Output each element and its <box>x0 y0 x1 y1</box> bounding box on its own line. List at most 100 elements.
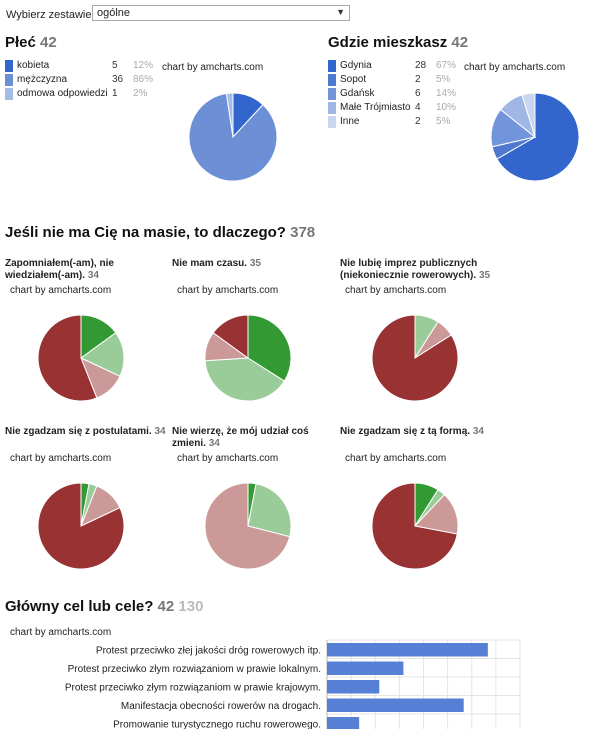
goal-count: 42 <box>157 598 175 615</box>
bar[interactable] <box>327 661 404 676</box>
why-chart-2-title: Nie mam czasu. 35 <box>172 258 332 270</box>
place-legend: Gdynia 28 67% Sopot 2 5% Gdańsk 6 14% Ma… <box>328 60 468 132</box>
legend-item[interactable]: kobieta 5 12% <box>5 60 165 73</box>
report-select-value: ogólne <box>97 7 131 19</box>
bar[interactable] <box>327 643 488 657</box>
why-chart-title-line: (niekoniecznie rowerowych). <box>340 270 477 281</box>
legend-item[interactable]: mężczyzna 36 86% <box>5 74 165 87</box>
place-pie-chart <box>490 92 580 182</box>
pie-slice[interactable] <box>371 314 459 402</box>
place-chart-credit[interactable]: chart by amcharts.com <box>464 62 566 73</box>
why-pie-chart-6 <box>371 482 459 570</box>
legend-percent: 86% <box>133 74 154 85</box>
why-chart-title-line: zmieni. <box>172 438 206 449</box>
why-title-text: Jeśli nie ma Cię na masie, to dlaczego? <box>5 224 286 241</box>
gender-chart-credit[interactable]: chart by amcharts.com <box>162 62 264 73</box>
goal-count-total: 130 <box>178 598 204 615</box>
legend-value: 1 <box>112 88 118 99</box>
legend-label: Gdańsk <box>340 88 375 99</box>
legend-value: 4 <box>415 102 421 113</box>
why-chart-4-credit[interactable]: chart by amcharts.com <box>10 453 112 464</box>
why-chart-6-credit[interactable]: chart by amcharts.com <box>345 453 447 464</box>
legend-label: kobieta <box>17 60 50 71</box>
place-count: 42 <box>451 34 469 51</box>
legend-percent: 14% <box>436 88 457 99</box>
legend-swatch <box>5 74 13 86</box>
bar-category-label: Protest przeciwko złym rozwiązaniom w pr… <box>65 682 321 693</box>
legend-item[interactable]: Inne 2 5% <box>328 116 468 129</box>
pie-slice[interactable] <box>80 332 125 377</box>
why-pie-chart-2 <box>204 314 292 402</box>
report-select-label: Wybierz zestawienie <box>6 9 107 21</box>
why-chart-6-title: Nie zgadzam się z tą formą. 34 <box>340 426 520 438</box>
legend-label: Gdynia <box>340 60 372 71</box>
legend-swatch <box>328 116 336 128</box>
pie-slice[interactable] <box>204 482 291 570</box>
why-chart-4-title: Nie zgadzam się z postulatami. 34 <box>5 426 170 438</box>
legend-swatch <box>328 60 336 72</box>
bar[interactable] <box>327 698 464 713</box>
why-pie-chart-5 <box>204 482 292 570</box>
legend-label: Inne <box>340 116 360 127</box>
pie-slice[interactable] <box>37 314 98 402</box>
pie-slice[interactable] <box>247 483 292 538</box>
gender-title: Płeć 42 <box>5 34 57 51</box>
why-count: 378 <box>290 224 316 241</box>
legend-value: 28 <box>415 60 427 71</box>
pie-slice[interactable] <box>225 92 234 138</box>
legend-swatch <box>5 88 13 100</box>
legend-item[interactable]: Sopot 2 5% <box>328 74 468 87</box>
legend-percent: 67% <box>436 60 457 71</box>
report-select[interactable]: ogólne ▼ <box>92 5 350 21</box>
why-chart-count: 34 <box>208 438 220 449</box>
bar[interactable] <box>327 717 360 729</box>
pie-slice[interactable] <box>212 314 249 359</box>
legend-value: 6 <box>415 88 421 99</box>
pie-slice[interactable] <box>371 482 458 570</box>
legend-value: 2 <box>415 116 421 127</box>
pie-slice[interactable] <box>521 92 536 138</box>
goal-title: Główny cel lub cele? 42 130 <box>5 598 203 615</box>
legend-label: odmowa odpowiedzi <box>17 88 108 99</box>
pie-slice[interactable] <box>496 92 580 182</box>
why-chart-3-credit[interactable]: chart by amcharts.com <box>345 285 447 296</box>
bar-category-label: Manifestacja obecności rowerów na drogac… <box>121 701 321 712</box>
goal-title-text: Główny cel lub cele? <box>5 598 154 615</box>
legend-label: Sopot <box>340 74 367 85</box>
legend-percent: 5% <box>436 116 451 127</box>
legend-item[interactable]: Gdańsk 6 14% <box>328 88 468 101</box>
bar-category-label: Promowanie turystycznego ruchu roweroweg… <box>113 719 321 729</box>
place-title-text: Gdzie mieszkasz <box>328 34 448 51</box>
legend-percent: 2% <box>133 88 148 99</box>
legend-percent: 10% <box>436 102 457 113</box>
legend-item[interactable]: Małe Trójmiasto 4 10% <box>328 102 468 115</box>
why-chart-title-line: Nie zgadzam się z postulatami. <box>5 426 152 437</box>
why-chart-3-title: Nie lubię imprez publicznych (niekoniecz… <box>340 258 520 282</box>
legend-label: Małe Trójmiasto <box>340 102 411 113</box>
bar-category-label: Protest przeciwko złej jakości dróg rowe… <box>96 645 321 656</box>
pie-slice[interactable] <box>204 357 285 402</box>
bar[interactable] <box>327 680 380 694</box>
why-chart-2-credit[interactable]: chart by amcharts.com <box>177 285 279 296</box>
why-chart-count: 35 <box>249 258 261 269</box>
legend-swatch <box>328 102 336 114</box>
gender-legend: kobieta 5 12% mężczyzna 36 86% odmowa od… <box>5 60 165 104</box>
why-chart-title-line: wiedziałem(-am). <box>5 270 86 281</box>
why-chart-5-title: Nie wierzę, że mój udział coś zmieni. 34 <box>172 426 332 450</box>
legend-item[interactable]: Gdynia 28 67% <box>328 60 468 73</box>
goal-bar-chart: Protest przeciwko złej jakości dróg rowe… <box>65 639 521 729</box>
legend-label: mężczyzna <box>17 74 68 85</box>
why-chart-1-credit[interactable]: chart by amcharts.com <box>10 285 112 296</box>
why-chart-5-credit[interactable]: chart by amcharts.com <box>177 453 279 464</box>
legend-item[interactable]: odmowa odpowiedzi 1 2% <box>5 88 165 101</box>
why-chart-count: 34 <box>472 426 484 437</box>
legend-percent: 12% <box>133 60 154 71</box>
pie-slice[interactable] <box>37 482 125 570</box>
why-chart-count: 34 <box>154 426 166 437</box>
why-chart-title-line: Nie mam czasu. <box>172 258 248 269</box>
pie-slice[interactable] <box>188 92 278 182</box>
legend-percent: 5% <box>436 74 451 85</box>
why-pie-chart-3 <box>371 314 459 402</box>
goal-chart-credit[interactable]: chart by amcharts.com <box>10 627 112 638</box>
legend-value: 36 <box>112 74 124 85</box>
